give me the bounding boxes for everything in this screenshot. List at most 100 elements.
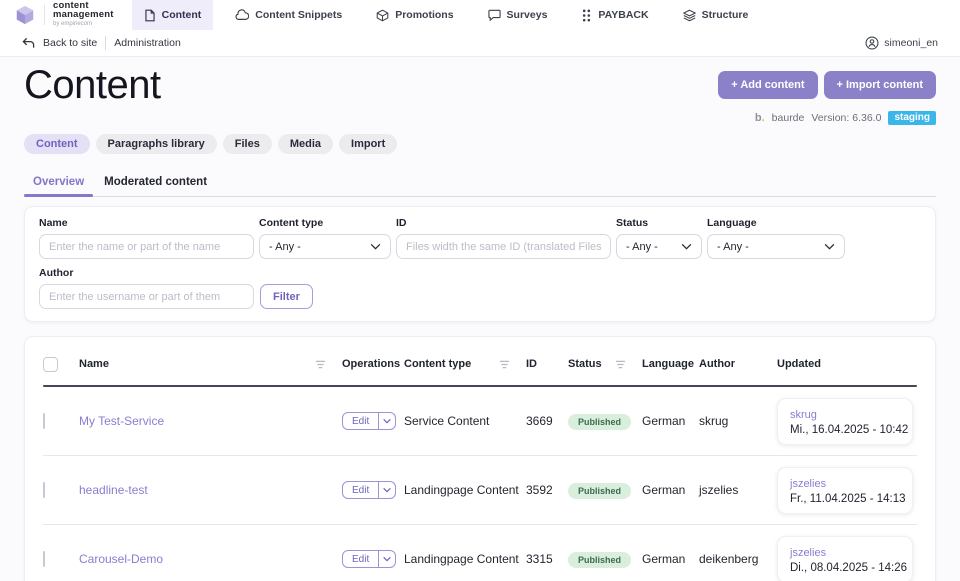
chevron-down-icon	[824, 243, 835, 250]
id-filter-input[interactable]	[396, 234, 611, 259]
layers-icon	[683, 9, 696, 22]
header-updated-label: Updated	[777, 358, 821, 370]
updated-card: skrug Mi., 16.04.2025 - 10:42	[777, 398, 913, 445]
sort-icon[interactable]	[499, 360, 510, 369]
content-type-filter-value: - Any -	[269, 241, 301, 253]
nav-item-content-snippets[interactable]: Content Snippets	[223, 0, 354, 30]
name-filter-input[interactable]	[39, 234, 254, 259]
brand: content management by empiriecom	[14, 1, 114, 29]
updated-card: jszelies Fr., 11.04.2025 - 14:13	[777, 467, 913, 514]
sort-icon[interactable]	[615, 360, 626, 369]
updated-by-link[interactable]: skrug	[790, 409, 817, 421]
environment-badge: staging	[888, 111, 936, 125]
user-menu[interactable]: simeoni_en	[865, 36, 938, 50]
edit-dropdown-toggle[interactable]	[378, 482, 395, 498]
select-all-checkbox[interactable]	[43, 357, 58, 372]
status-badge: Published	[568, 483, 631, 499]
row-checkbox[interactable]	[43, 413, 45, 429]
status-badge: Published	[568, 552, 631, 568]
chevron-down-icon	[681, 243, 692, 250]
content-name-link[interactable]: Carousel-Demo	[79, 552, 163, 566]
tab-overview[interactable]: Overview	[33, 170, 84, 196]
edit-split-button[interactable]: Edit	[342, 550, 396, 568]
edit-button-label[interactable]: Edit	[343, 551, 378, 567]
status-filter-select[interactable]: - Any -	[616, 234, 702, 259]
pill-tab-media[interactable]: Media	[278, 134, 333, 154]
tab-moderated-content[interactable]: Moderated content	[104, 170, 207, 196]
edit-button-label[interactable]: Edit	[343, 413, 378, 429]
sort-icon[interactable]	[315, 360, 326, 369]
row-id-cell: 3592	[526, 483, 568, 497]
language-filter-value: - Any -	[717, 241, 749, 253]
nav-item-content[interactable]: Content	[132, 0, 214, 30]
brand-cube-icon	[14, 4, 36, 26]
row-status-cell: Published	[568, 552, 642, 566]
edit-split-button[interactable]: Edit	[342, 412, 396, 430]
header-content-type-label[interactable]: Content type	[404, 358, 471, 370]
table-body: My Test-Service Edit Service Content 366…	[43, 387, 917, 581]
header-status-label[interactable]: Status	[568, 358, 602, 370]
pill-tab-files[interactable]: Files	[223, 134, 272, 154]
pill-tab-content[interactable]: Content	[24, 134, 90, 154]
header-name-label[interactable]: Name	[79, 358, 109, 370]
nav-item-structure[interactable]: Structure	[671, 0, 761, 30]
row-checkbox[interactable]	[43, 482, 45, 498]
author-filter-label: Author	[39, 267, 254, 279]
filter-actions: Filter	[260, 267, 313, 309]
pill-tab-import[interactable]: Import	[339, 134, 397, 154]
filter-row-2: Author Filter	[39, 267, 921, 309]
nav-label: Structure	[702, 9, 749, 21]
administration-link[interactable]: Administration	[114, 37, 181, 49]
content-type-filter-label: Content type	[259, 217, 391, 229]
row-checkbox[interactable]	[43, 551, 45, 567]
row-content-type-cell: Landingpage Content	[404, 483, 526, 497]
content-type-filter-field: Content type - Any -	[259, 217, 391, 259]
header-operations-label: Operations	[342, 358, 400, 370]
header-select-all	[43, 357, 79, 372]
content-name-link[interactable]: headline-test	[79, 483, 148, 497]
language-filter-label: Language	[707, 217, 845, 229]
edit-split-button[interactable]: Edit	[342, 481, 396, 499]
language-filter-field: Language - Any -	[707, 217, 845, 259]
nav-label: Surveys	[507, 9, 548, 21]
content-type-filter-select[interactable]: - Any -	[259, 234, 391, 259]
updated-by-link[interactable]: jszelies	[790, 478, 826, 490]
nav-item-payback[interactable]: PAYBACK	[569, 0, 660, 30]
language-filter-select[interactable]: - Any -	[707, 234, 845, 259]
package-icon	[376, 9, 389, 22]
add-content-button[interactable]: + Add content	[718, 71, 817, 99]
chevron-down-icon	[383, 418, 391, 424]
title-row: Content + Add content + Import content	[24, 63, 936, 108]
row-content-type-cell: Landingpage Content	[404, 552, 526, 566]
header-language-label: Language	[642, 358, 694, 370]
id-filter-field: ID	[396, 217, 611, 259]
brand-line2: management	[53, 10, 114, 19]
edit-dropdown-toggle[interactable]	[378, 551, 395, 567]
nav-item-surveys[interactable]: Surveys	[476, 0, 560, 30]
edit-dropdown-toggle[interactable]	[378, 413, 395, 429]
row-operations-cell: Edit	[342, 481, 404, 499]
back-to-site-link[interactable]: Back to site	[43, 37, 97, 49]
import-content-button[interactable]: + Import content	[824, 71, 936, 99]
content-name-link[interactable]: My Test-Service	[79, 414, 164, 428]
chevron-down-icon	[383, 556, 391, 562]
filter-submit-button[interactable]: Filter	[260, 284, 313, 309]
row-select-cell	[43, 414, 79, 428]
row-select-cell	[43, 552, 79, 566]
title-actions: + Add content + Import content	[718, 71, 936, 99]
status-badge: Published	[568, 414, 631, 430]
nav-item-promotions[interactable]: Promotions	[364, 0, 465, 30]
nav-label: Promotions	[395, 9, 453, 21]
updated-timestamp: Mi., 16.04.2025 - 10:42	[790, 424, 900, 436]
nav-label: Content Snippets	[255, 9, 342, 21]
author-filter-input[interactable]	[39, 284, 254, 309]
user-icon	[865, 36, 879, 50]
pill-tab-paragraphs-library[interactable]: Paragraphs library	[96, 134, 217, 154]
header-author-label: Author	[699, 358, 735, 370]
edit-button-label[interactable]: Edit	[343, 482, 378, 498]
row-author-cell: deikenberg	[699, 552, 777, 566]
updated-by-link[interactable]: jszelies	[790, 547, 826, 559]
row-name-cell: Carousel-Demo	[79, 552, 342, 566]
row-operations-cell: Edit	[342, 412, 404, 430]
header-name: Name	[79, 358, 342, 370]
